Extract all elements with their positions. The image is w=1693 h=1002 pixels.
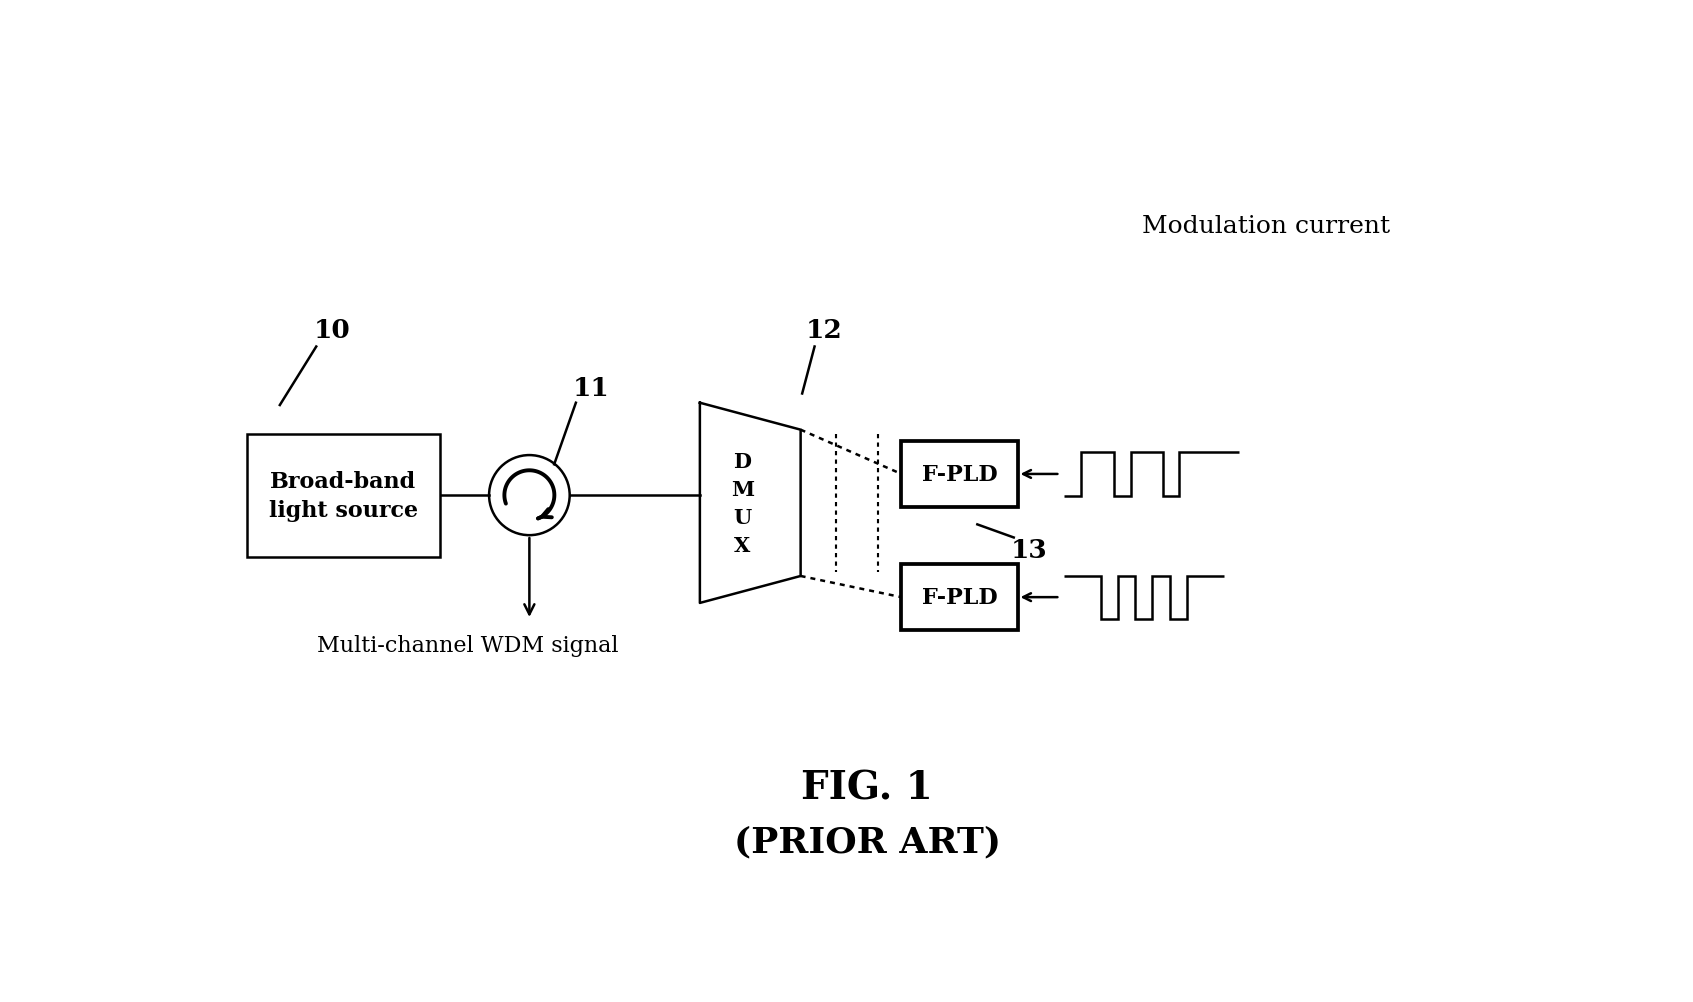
Text: Modulation current: Modulation current: [1141, 214, 1390, 237]
Text: Broad-band
light source: Broad-band light source: [269, 470, 418, 521]
Text: (PRIOR ART): (PRIOR ART): [733, 825, 1001, 859]
Text: F-PLD: F-PLD: [921, 464, 997, 485]
Bar: [901, 442, 1017, 507]
Text: FIG. 1: FIG. 1: [801, 769, 933, 807]
Text: Multi-channel WDM signal: Multi-channel WDM signal: [317, 634, 618, 656]
Text: 12: 12: [806, 318, 841, 343]
Text: 10: 10: [313, 318, 350, 343]
Text: 11: 11: [572, 376, 609, 401]
Bar: [901, 565, 1017, 630]
Text: 13: 13: [1011, 537, 1048, 562]
Bar: [247, 434, 440, 557]
Text: D
M
U
X: D M U X: [731, 451, 753, 555]
Text: F-PLD: F-PLD: [921, 586, 997, 608]
